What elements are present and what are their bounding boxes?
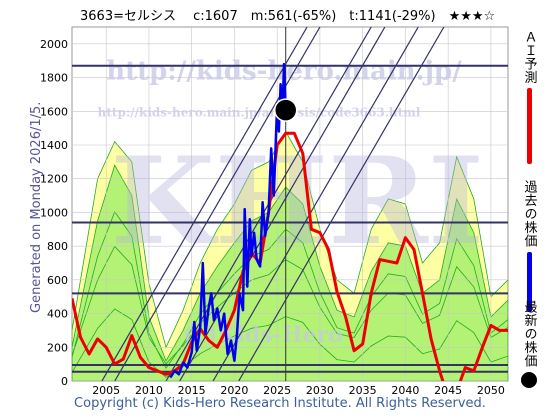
legend-ai-swatch	[526, 88, 532, 164]
latest-price-marker	[273, 98, 298, 122]
chart-title: 3663=セルシス c:1607 m:561(-65%) t:1141(-29%…	[80, 9, 495, 24]
legend-latest-price: 最新の株価	[518, 300, 540, 388]
watermark-copyright: (c)Kids-Hero	[183, 322, 343, 348]
legend-ai-label: ＡＩ予測	[521, 30, 537, 84]
ai-prediction-line	[72, 131, 508, 381]
x-tick-label: 2050	[477, 384, 505, 397]
y-tick-label: 600	[47, 274, 68, 287]
band-contour-line	[72, 210, 508, 369]
band-green	[72, 164, 508, 381]
x-tick-label: 2030	[306, 384, 334, 397]
legend-past-price: 過去の株価	[518, 180, 540, 312]
x-tick-label: 2025	[263, 384, 291, 397]
x-tick-label: 2045	[434, 384, 462, 397]
latest-dot-icon	[521, 371, 537, 388]
y-tick-label: 1200	[40, 173, 68, 186]
band-contour-line	[72, 245, 508, 365]
y-tick-label: 1000	[40, 206, 68, 219]
y-tick-label: 1600	[40, 105, 68, 118]
y-tick-label: 800	[47, 240, 68, 253]
legend-ai-prediction: ＡＩ予測	[518, 30, 540, 164]
copyright-footer: Copyright (c) Kids-Hero Research Institu…	[74, 396, 486, 411]
y-tick-label: 2000	[40, 38, 68, 51]
y-tick-label: 1800	[40, 72, 68, 85]
generated-date-text: Generated on Monday 2026/1/5.	[29, 101, 44, 313]
diagonal-trend-line	[179, 27, 386, 381]
diagonal-trend-line	[238, 27, 445, 381]
watermark-logo: KHRI	[110, 131, 484, 272]
x-tick-label: 2005	[92, 384, 120, 397]
diagonal-trend-line	[212, 27, 419, 381]
legend-past-label: 過去の株価	[521, 180, 537, 248]
x-tick-label: 2035	[349, 384, 377, 397]
watermark-analysis-url: http://kids-hero.main.jp/analysis/code36…	[98, 105, 421, 119]
y-tick-label: 200	[47, 341, 68, 354]
past-price-line	[169, 62, 287, 379]
x-tick-label: 2010	[135, 384, 163, 397]
x-tick-label: 2040	[391, 384, 419, 397]
diagonal-trend-line	[101, 27, 308, 381]
y-tick-label: 400	[47, 308, 68, 321]
legend-past-swatch	[526, 251, 532, 312]
x-tick-label: 2020	[220, 384, 248, 397]
y-tick-label: 1400	[40, 139, 68, 152]
x-tick-label: 2015	[178, 384, 206, 397]
y-tick-label: 0	[61, 375, 68, 388]
legend-latest-label: 最新の株価	[521, 300, 537, 368]
